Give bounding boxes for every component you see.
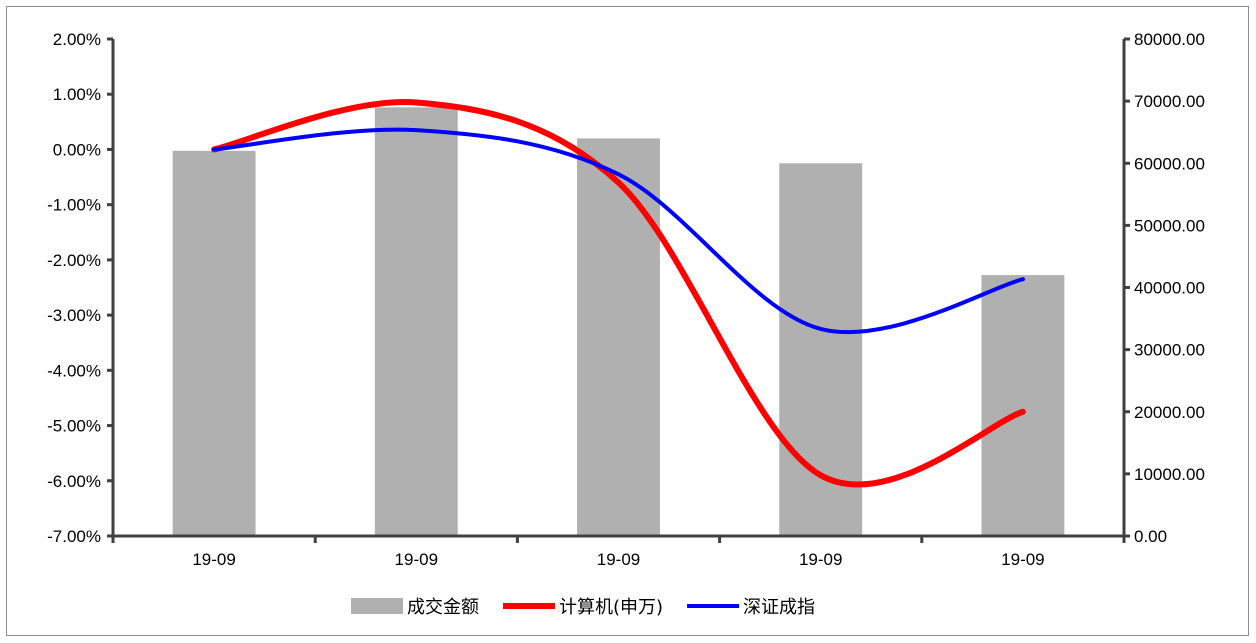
axes-layer <box>107 37 1130 543</box>
left-tick-label: -3.00% <box>47 306 101 325</box>
bars-layer <box>172 107 1065 537</box>
legend-label: 计算机(申万) <box>559 597 663 618</box>
right-tick-label: 50000.00 <box>1134 216 1205 235</box>
x-tick-label: 19-09 <box>597 550 640 569</box>
right-tick-label: 80000.00 <box>1134 30 1205 49</box>
x-tick-label: 19-09 <box>395 550 438 569</box>
line-series <box>211 99 1026 488</box>
bar <box>981 275 1065 536</box>
left-tick-label: 2.00% <box>53 30 101 49</box>
bar <box>172 150 256 536</box>
left-tick-label: 0.00% <box>53 140 101 159</box>
right-tick-label: 40000.00 <box>1134 279 1205 298</box>
legend-label: 深证成指 <box>743 597 815 618</box>
left-tick-label: -2.00% <box>47 251 101 270</box>
right-tick-label: 60000.00 <box>1134 154 1205 173</box>
left-tick-label: -6.00% <box>47 472 101 491</box>
legend: 成交金额 计算机(申万) 深证成指 <box>351 597 815 618</box>
bar <box>779 163 863 536</box>
right-tick-label: 10000.00 <box>1134 465 1205 484</box>
left-tick-label: 1.00% <box>53 85 101 104</box>
line-series <box>212 127 1025 335</box>
legend-label: 成交金额 <box>407 597 479 618</box>
left-tick-label: -7.00% <box>47 527 101 546</box>
right-tick-label: 70000.00 <box>1134 92 1205 111</box>
x-tick-label: 19-09 <box>1001 550 1044 569</box>
lines-layer <box>211 99 1026 488</box>
bar <box>374 107 458 537</box>
left-tick-label: -1.00% <box>47 196 101 215</box>
left-tick-label: -5.00% <box>47 417 101 436</box>
right-tick-label: 0.00 <box>1134 527 1167 546</box>
x-tick-label: 19-09 <box>799 550 842 569</box>
legend-swatch <box>351 598 403 614</box>
left-tick-label: -4.00% <box>47 361 101 380</box>
bar <box>577 138 660 536</box>
labels-layer: -7.00% -6.00% -5.00% -4.00% -3.00% -2.00% -1.0… <box>47 30 1205 569</box>
right-tick-label: 30000.00 <box>1134 341 1205 360</box>
right-tick-label: 20000.00 <box>1134 403 1205 422</box>
x-tick-label: 19-09 <box>192 550 235 569</box>
